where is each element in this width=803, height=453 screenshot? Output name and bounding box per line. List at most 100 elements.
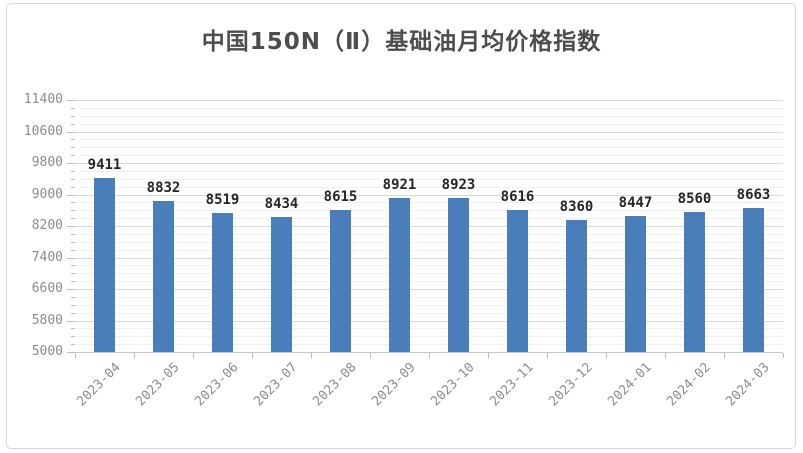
y-axis-tick-label: 7400 [31,250,63,265]
y-tick-mark [67,352,75,353]
bar [625,216,646,352]
y-tick-mark-minor [71,328,75,329]
bar [94,178,115,352]
y-tick-mark [67,289,75,290]
x-tick-mark [252,353,253,358]
y-tick-mark-minor [71,108,75,109]
y-tick-mark [67,195,75,196]
gridline-major [75,226,783,227]
bar [448,197,469,352]
y-tick-mark-minor [71,336,75,337]
gridline-minor [75,234,783,235]
y-tick-mark-minor [71,273,75,274]
gridline-minor [75,187,783,188]
bar-value-label: 8447 [618,195,653,212]
y-axis-tick-label: 9000 [31,187,63,202]
y-tick-mark-minor [71,305,75,306]
gridline-minor [75,139,783,140]
bar [330,209,351,352]
chart-title: 中国150N（Ⅱ）基础油月均价格指数 [201,29,602,55]
y-tick-mark-minor [71,179,75,180]
y-tick-mark-minor [71,265,75,266]
gridline-major [75,163,783,164]
y-tick-mark [67,100,75,101]
gridline-major [75,100,783,101]
y-tick-mark [67,258,75,259]
y-tick-mark-minor [71,250,75,251]
bar-value-label: 8923 [441,176,476,193]
y-tick-mark-minor [71,124,75,125]
y-tick-mark [67,226,75,227]
y-tick-mark-minor [71,242,75,243]
y-tick-mark-minor [71,234,75,235]
y-tick-mark [67,132,75,133]
x-tick-mark [134,353,135,358]
gridline-minor [75,147,783,148]
bar [684,211,705,352]
x-tick-mark [724,353,725,358]
y-axis-tick-label: 9800 [31,155,63,170]
y-axis-tick-label: 10600 [23,124,63,139]
bar [153,201,174,352]
gridline-minor [75,202,783,203]
x-tick-mark [75,353,76,358]
x-tick-mark [606,353,607,358]
y-tick-mark-minor [71,297,75,298]
x-axis-tick-label: 2023-05 [132,360,183,410]
gridline-minor [75,281,783,282]
y-tick-mark-minor [71,344,75,345]
gridline-major [75,258,783,259]
x-tick-mark [193,353,194,358]
y-tick-mark-minor [71,202,75,203]
y-tick-mark-minor [71,187,75,188]
bar [507,209,528,352]
gridline-minor [75,305,783,306]
y-tick-mark-minor [71,218,75,219]
y-tick-mark-minor [71,155,75,156]
y-axis-tick-label: 6600 [31,281,63,296]
gridline-minor [75,218,783,219]
y-axis-tick-label: 5000 [31,344,63,359]
gridline-minor [75,344,783,345]
gridline-minor [75,179,783,180]
bar-value-label: 8360 [559,198,594,215]
y-tick-mark-minor [71,313,75,314]
bar [389,197,410,352]
gridline-minor [75,124,783,125]
x-axis-tick-label: 2023-11 [486,360,537,410]
gridline-minor [75,155,783,156]
bar-value-label: 8921 [382,176,417,193]
x-axis-tick-label: 2024-01 [604,360,655,410]
gridline-minor [75,116,783,117]
x-tick-mark [547,353,548,358]
x-axis-tick-label: 2023-09 [368,360,419,410]
gridline-minor [75,297,783,298]
gridline-minor [75,242,783,243]
y-tick-mark [67,321,75,322]
x-tick-mark [783,353,784,358]
y-tick-mark-minor [71,139,75,140]
y-tick-mark-minor [71,281,75,282]
bar-value-label: 9411 [87,157,122,174]
x-tick-mark [488,353,489,358]
x-tick-mark [311,353,312,358]
gridline-major [75,195,783,196]
y-axis-tick-label: 8200 [31,218,63,233]
x-axis-tick-label: 2024-03 [722,360,773,410]
x-axis-line [75,352,783,353]
bar-value-label: 8832 [146,180,181,197]
gridline-minor [75,265,783,266]
gridline-minor [75,273,783,274]
bar-value-label: 8560 [677,190,712,207]
bar-value-label: 8663 [736,186,771,203]
x-axis-tick-label: 2024-02 [663,360,714,410]
x-axis-tick-label: 2023-06 [191,360,242,410]
gridline-minor [75,171,783,172]
y-axis-tick-label: 5800 [31,313,63,328]
bar-value-label: 8519 [205,192,240,209]
gridline-minor [75,313,783,314]
gridline-minor [75,108,783,109]
x-axis-tick-label: 2023-12 [545,360,596,410]
x-axis-tick-label: 2023-08 [309,360,360,410]
bar-value-label: 8434 [264,195,299,212]
